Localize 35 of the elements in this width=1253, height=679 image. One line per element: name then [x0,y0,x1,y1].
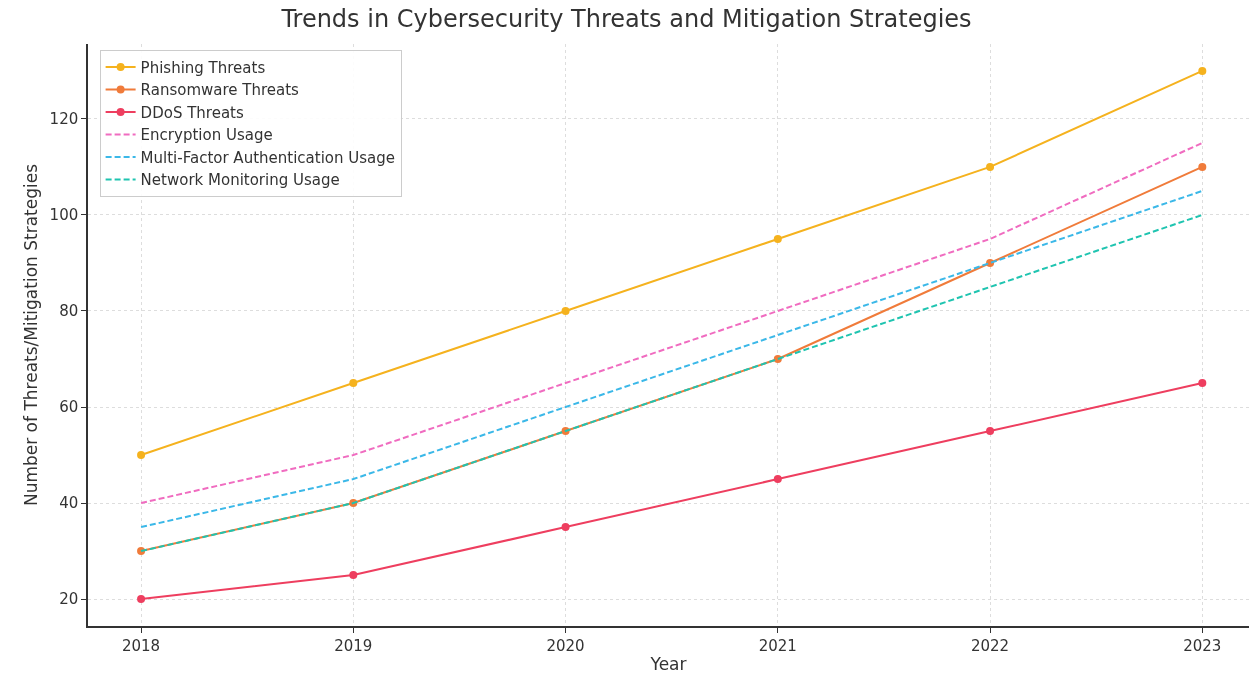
point [986,427,995,436]
point [349,571,358,580]
y-tick-label: 100 [49,206,79,225]
y-tick-label: 120 [49,110,79,129]
x-tick-label: 2021 [758,636,797,655]
x-tick-label: 2019 [334,636,373,655]
point [561,523,570,532]
point [1198,162,1207,171]
x-tick-label: 2020 [546,636,585,655]
x-axis-title: Year [649,653,687,674]
point [137,451,146,460]
x-tick-label: 2018 [121,636,161,655]
y-tick-label: 60 [59,398,79,417]
y-tick-label: 40 [59,494,79,513]
point [1198,379,1207,388]
legend-label: Phishing Threats [140,58,266,77]
y-tick-label: 80 [59,302,79,321]
y-tick-label: 20 [59,590,79,609]
legend-label: DDoS Threats [140,103,244,122]
point [349,379,358,388]
point [1198,66,1207,75]
point [561,306,570,315]
x-tick-label: 2022 [970,636,1010,655]
point [986,162,995,171]
x-tick-label: 2023 [1183,636,1222,655]
legend-label: Network Monitoring Usage [140,171,340,190]
legend-label: Multi-Factor Authentication Usage [140,148,395,167]
legend-label: Ransomware Threats [140,81,300,100]
line-series [140,141,1204,505]
y-axis-title: Number of Threats/Mitigation Strategies [20,163,41,507]
point [773,234,782,243]
chart-title: Trends in Cybersecurity Threats and Mitigation Strategies [280,4,972,33]
point [137,595,146,604]
point [773,475,782,484]
legend-label: Encryption Usage [140,126,273,145]
